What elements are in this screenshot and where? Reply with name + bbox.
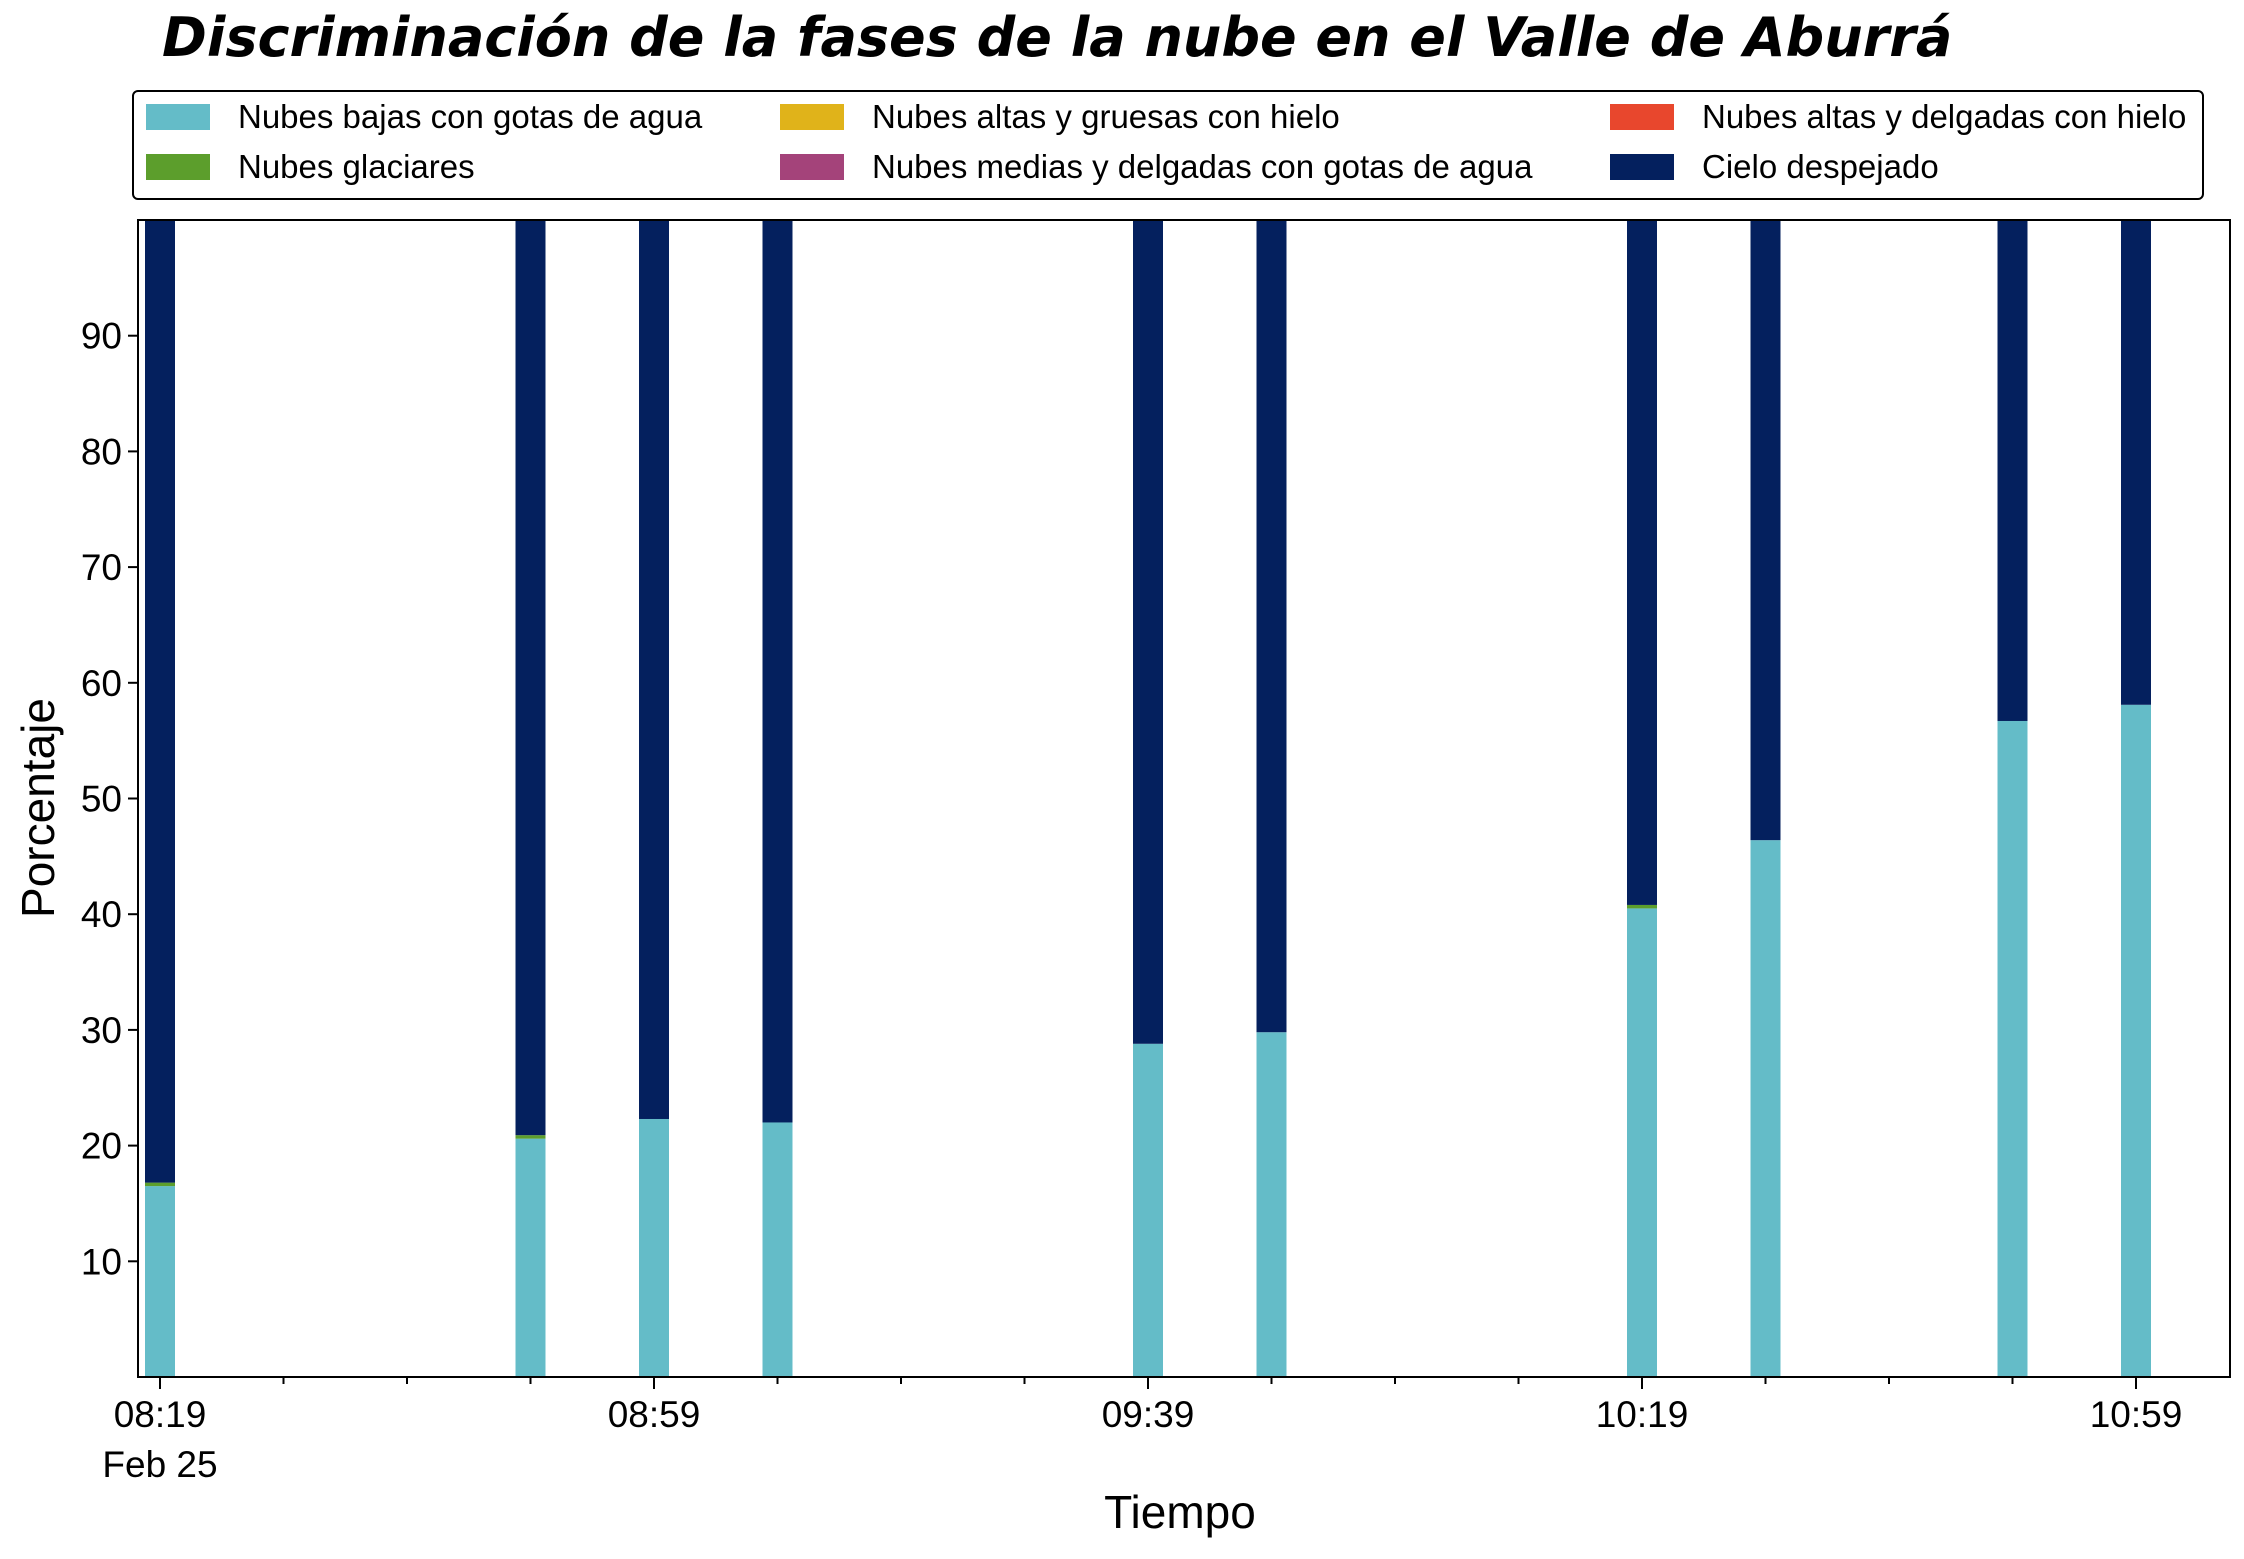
- bar-segment-low-water: [1627, 908, 1657, 1377]
- y-tick-label: 60: [81, 663, 122, 704]
- bar-segment-low-water: [639, 1118, 669, 1377]
- legend-label: Nubes altas y gruesas con hielo: [872, 98, 1340, 135]
- bar-segment-low-water: [1750, 840, 1781, 1377]
- x-tick-date-label: Feb 25: [102, 1444, 217, 1485]
- legend-item-clear: Cielo despejado: [1610, 148, 1939, 186]
- bars-group: [145, 220, 2151, 1377]
- bar-segment-low-water: [1256, 1032, 1287, 1377]
- bar-segment-low-water: [145, 1186, 175, 1377]
- x-tick-label: 10:19: [1596, 1394, 1689, 1435]
- legend-item-high-thin-ice: Nubes altas y delgadas con hielo: [1610, 98, 2186, 136]
- legend-label: Nubes bajas con gotas de agua: [238, 98, 703, 135]
- legend-item-glacier: Nubes glaciares: [146, 148, 475, 186]
- bar-segment-low-water: [1997, 720, 2028, 1377]
- bar-segment-clear: [1133, 220, 1163, 1044]
- legend-swatch-high-thin-ice: [1610, 104, 1674, 130]
- y-tick-label: 70: [81, 547, 122, 588]
- bar-segment-low-water: [762, 1122, 793, 1377]
- bar-segment-glacier: [515, 1135, 546, 1139]
- legend-label: Cielo despejado: [1702, 148, 1939, 185]
- x-tick-label: 08:19: [114, 1394, 207, 1435]
- bar-segment-clear: [1997, 220, 2028, 721]
- legend-swatch-clear: [1610, 154, 1674, 180]
- legend-swatch-low-water: [146, 104, 210, 130]
- bar-segment-clear: [639, 220, 669, 1119]
- x-tick-label: 09:39: [1102, 1394, 1195, 1435]
- y-tick-label: 40: [81, 894, 122, 935]
- legend-swatch-mid-thin-water: [780, 154, 844, 180]
- y-tick-label: 10: [81, 1241, 122, 1282]
- legend-swatch-high-thick-ice: [780, 104, 844, 130]
- legend-item-mid-thin-water: Nubes medias y delgadas con gotas de agu…: [780, 148, 1532, 186]
- bar-segment-low-water: [2121, 704, 2151, 1377]
- bar-segment-clear: [515, 220, 546, 1136]
- y-tick-label: 30: [81, 1010, 122, 1051]
- legend-item-high-thick-ice: Nubes altas y gruesas con hielo: [780, 98, 1340, 136]
- legend-item-low-water: Nubes bajas con gotas de agua: [146, 98, 702, 136]
- bar-segment-low-water: [515, 1138, 546, 1377]
- bar-segment-clear: [1750, 220, 1781, 841]
- y-axis: 10 20 30 40 50 60 70 80 90: [81, 316, 138, 1282]
- bar-segment-clear: [1256, 220, 1287, 1033]
- legend-label: Nubes medias y delgadas con gotas de agu…: [872, 148, 1533, 185]
- legend-label: Nubes altas y delgadas con hielo: [1702, 98, 2187, 135]
- y-tick-label: 80: [81, 431, 122, 472]
- y-tick-label: 50: [81, 779, 122, 820]
- bar-segment-clear: [2121, 220, 2151, 705]
- chart-title: Discriminación de la fases de la nube en…: [162, 6, 1953, 69]
- bar-segment-clear: [762, 220, 793, 1123]
- y-tick-label: 90: [81, 316, 122, 357]
- y-tick-label: 20: [81, 1126, 122, 1167]
- plot-frame: [137, 219, 2231, 1378]
- x-axis-label: Tiempo: [1104, 1486, 1256, 1538]
- legend-label: Nubes glaciares: [238, 148, 475, 185]
- legend: Nubes bajas con gotas de agua Nubes alta…: [132, 90, 2204, 200]
- x-tick-label: 08:59: [608, 1394, 701, 1435]
- bar-segment-clear: [145, 220, 175, 1183]
- x-axis: 08:1908:5909:3910:1910:5911:3912:1912:59…: [102, 1377, 2183, 1485]
- x-tick-label: 10:59: [2090, 1394, 2183, 1435]
- legend-swatch-glacier: [146, 154, 210, 180]
- bar-segment-clear: [1627, 220, 1657, 905]
- bar-segment-low-water: [1133, 1043, 1163, 1377]
- bar-segment-glacier: [145, 1182, 175, 1187]
- bar-segment-glacier: [1627, 904, 1657, 909]
- y-axis-label: Porcentaje: [12, 698, 64, 918]
